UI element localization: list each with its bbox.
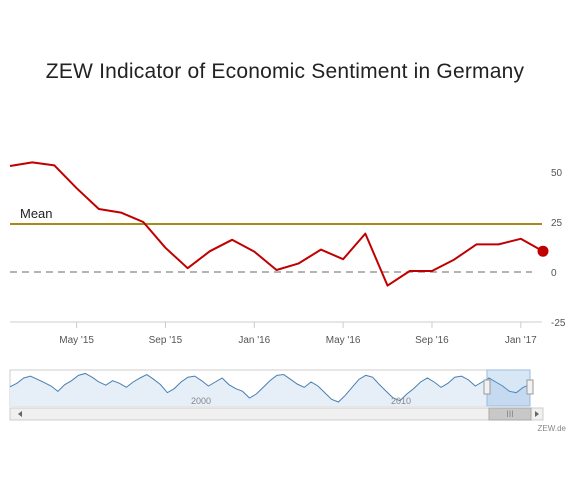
x-tick-label: Sep '16 bbox=[415, 335, 449, 346]
scroll-right-icon[interactable] bbox=[535, 411, 539, 417]
navigator-selection[interactable] bbox=[486, 369, 531, 407]
scroll-left-icon[interactable] bbox=[18, 411, 22, 417]
scrollbar-thumb[interactable] bbox=[488, 407, 532, 421]
y-tick-label: 50 bbox=[551, 168, 563, 179]
x-tick-label: Jan '16 bbox=[238, 335, 270, 346]
x-tick-label: Jan '17 bbox=[505, 335, 537, 346]
y-tick-label: 0 bbox=[551, 268, 557, 279]
y-tick-label: -25 bbox=[551, 318, 566, 329]
navigator-line bbox=[9, 372, 531, 403]
navigator-year-label: 2010 bbox=[391, 396, 411, 406]
x-tick-label: Sep '15 bbox=[149, 335, 183, 346]
navigator-area bbox=[10, 373, 530, 406]
navigator-handle-right[interactable] bbox=[526, 379, 534, 395]
main-axes: 50 25 0 -25 May '15 Sep '15 Jan '16 May '16 Sep … bbox=[10, 168, 566, 346]
x-tick-label: May '16 bbox=[326, 335, 361, 346]
scrollbar-track[interactable] bbox=[9, 407, 544, 421]
y-tick-label: 25 bbox=[551, 218, 563, 229]
latest-point bbox=[537, 245, 549, 257]
navigator-year-label: 2000 bbox=[191, 396, 211, 406]
mean-label: Mean bbox=[20, 206, 53, 221]
scrollbar-grip: III bbox=[506, 409, 514, 419]
credit-label: ZEW.de bbox=[538, 424, 567, 433]
main-series bbox=[9, 161, 549, 287]
chart-title: ZEW Indicator of Economic Sentiment in G… bbox=[45, 60, 525, 83]
navigator[interactable]: 2000 2010 III ZEW.de bbox=[9, 369, 567, 433]
navigator-handle-left[interactable] bbox=[483, 379, 491, 395]
x-tick-label: May '15 bbox=[59, 335, 94, 346]
